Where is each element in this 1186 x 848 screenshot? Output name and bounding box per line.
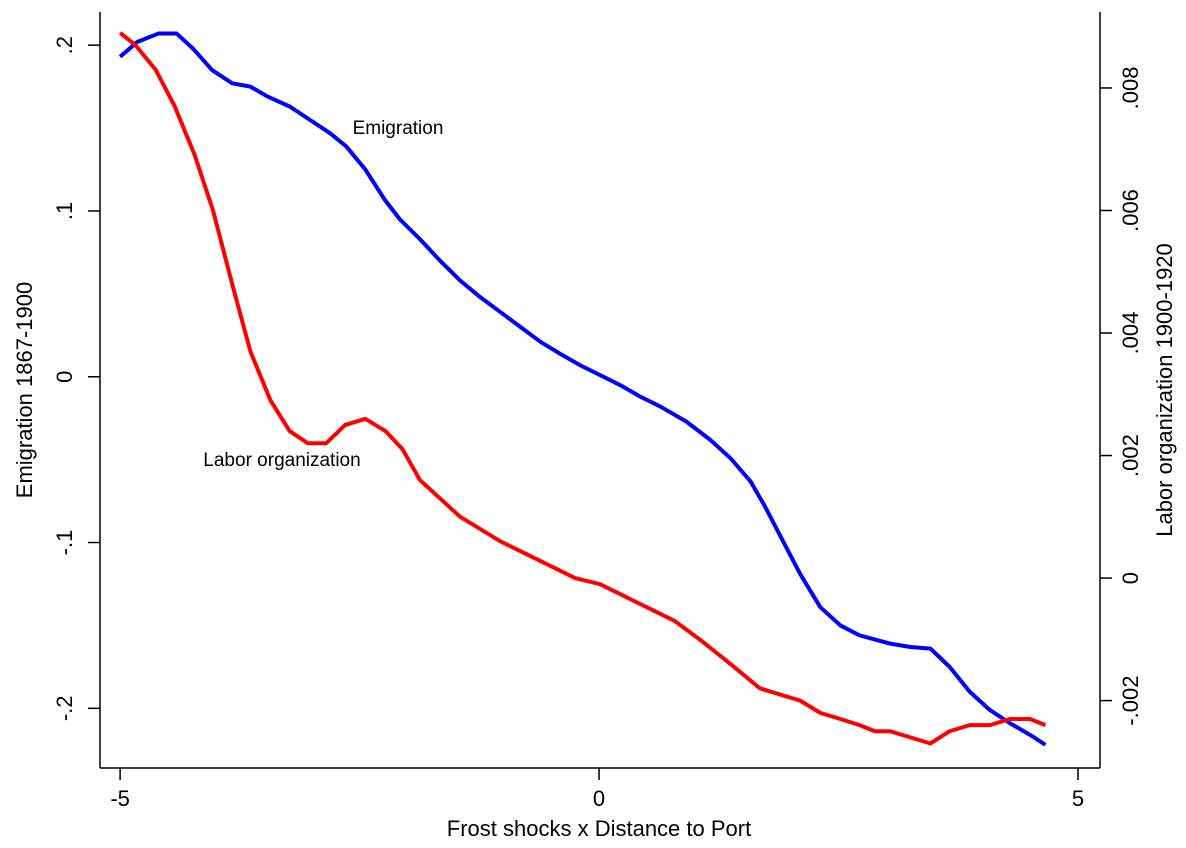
y2-tick-label: 0 [1118,572,1143,584]
y-tick-label: 0 [52,371,77,383]
y2-tick-label: .002 [1118,434,1143,477]
y-tick-label: -.2 [52,695,77,721]
data-line [118,31,1047,746]
x-tick-label: 5 [1072,786,1084,811]
y2-axis-title: Labor organization 1900-1920 [1152,243,1177,537]
x-axis-title: Frost shocks x Distance to Port [447,816,751,841]
y2-tick-label: -.002 [1118,676,1143,726]
y-tick-label: .1 [52,202,77,220]
x-tick-label: -5 [110,786,130,811]
y-axis-title: Emigration 1867-1900 [12,282,37,498]
annotation: Labor organization [203,450,360,471]
y2-tick-label: .008 [1118,67,1143,110]
y2-tick-label: .004 [1118,312,1143,355]
data-line [118,31,1047,747]
y-tick-label: .2 [52,36,77,54]
x-tick-label: 0 [593,786,605,811]
annotation: Emigration [353,118,444,139]
y-tick-label: -.1 [52,530,77,556]
y2-tick-label: .006 [1118,189,1143,232]
